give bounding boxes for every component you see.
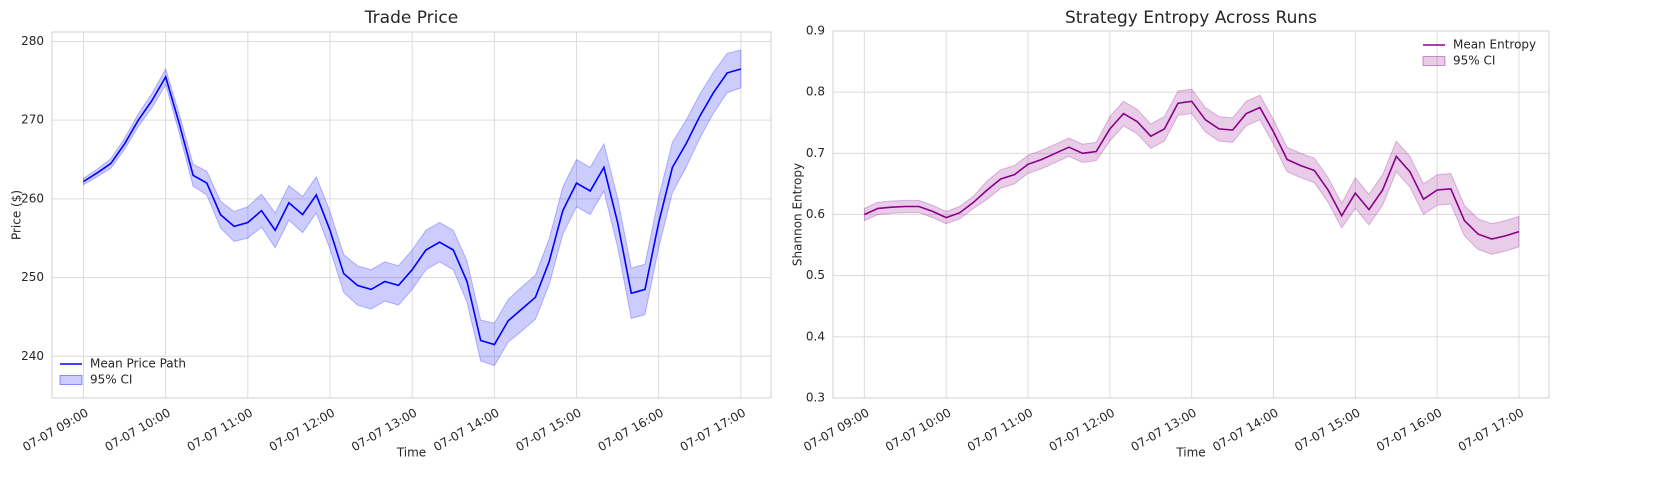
legend-label: 95% CI [90,373,132,387]
plot-frame [51,31,772,399]
x-tick-label: 07-07 12:00 [1047,406,1117,455]
ci-band [863,88,1520,255]
x-tick-label: 07-07 11:00 [965,406,1035,455]
y-axis-label: Shannon Entropy [791,163,805,266]
y-tick-label: 250 [21,270,44,284]
series-line [83,68,742,346]
y-tick-label: 0.6 [806,207,825,221]
chart-title: Strategy Entropy Across Runs [1065,8,1317,28]
x-axis-label: Time [1175,446,1205,460]
plot-frame [832,30,1550,399]
x-axis-label: Time [396,446,426,460]
subplot: 0.3 0.4 0.5 0.6 0.7 0.8 0.9 07-07 09:00 07-07 10… [791,8,1550,460]
y-axis-label: Price ($) [10,190,24,240]
subplot: 240 250 260 270 280 07-07 09:00 07-07 10:00 07-… [10,8,772,460]
x-tick-label: 07-07 09:00 [20,406,90,455]
y-tick-label: 270 [21,113,44,127]
y-tick-label: 0.9 [806,24,825,38]
x-tick-label: 07-07 11:00 [185,406,255,455]
y-tick-label: 0.7 [806,146,825,160]
legend-label: 95% CI [1453,54,1495,68]
y-tick-label: 0.3 [806,391,825,405]
x-tick-label: 07-07 14:00 [1210,406,1280,455]
y-tick-label: 0.8 [806,85,825,99]
x-tick-label: 07-07 16:00 [1374,406,1444,455]
legend-label: Mean Entropy [1453,38,1536,52]
x-tick-label: 07-07 15:00 [513,406,583,455]
x-tick-label: 07-07 17:00 [678,406,748,455]
y-tick-label: 260 [21,191,44,205]
legend-swatch [59,375,83,385]
y-tick-label: 280 [21,34,44,48]
x-tick-label: 07-07 10:00 [883,406,953,455]
x-tick-label: 07-07 15:00 [1292,406,1362,455]
x-tick-label: 07-07 14:00 [431,406,501,455]
legend-label: Mean Price Path [90,357,186,371]
x-tick-label: 07-07 12:00 [267,406,337,455]
series-line [864,100,1520,240]
y-tick-label: 0.4 [806,329,825,343]
x-tick-label: 07-07 16:00 [595,406,665,455]
x-tick-label: 07-07 10:00 [102,406,172,455]
y-tick-label: 0.5 [806,268,825,282]
y-tick-label: 240 [21,349,44,363]
chart-title: Trade Price [364,8,458,28]
x-tick-label: 07-07 09:00 [801,406,871,455]
legend-swatch [1422,56,1446,66]
ci-band [83,49,742,367]
x-tick-label: 07-07 17:00 [1456,406,1526,455]
